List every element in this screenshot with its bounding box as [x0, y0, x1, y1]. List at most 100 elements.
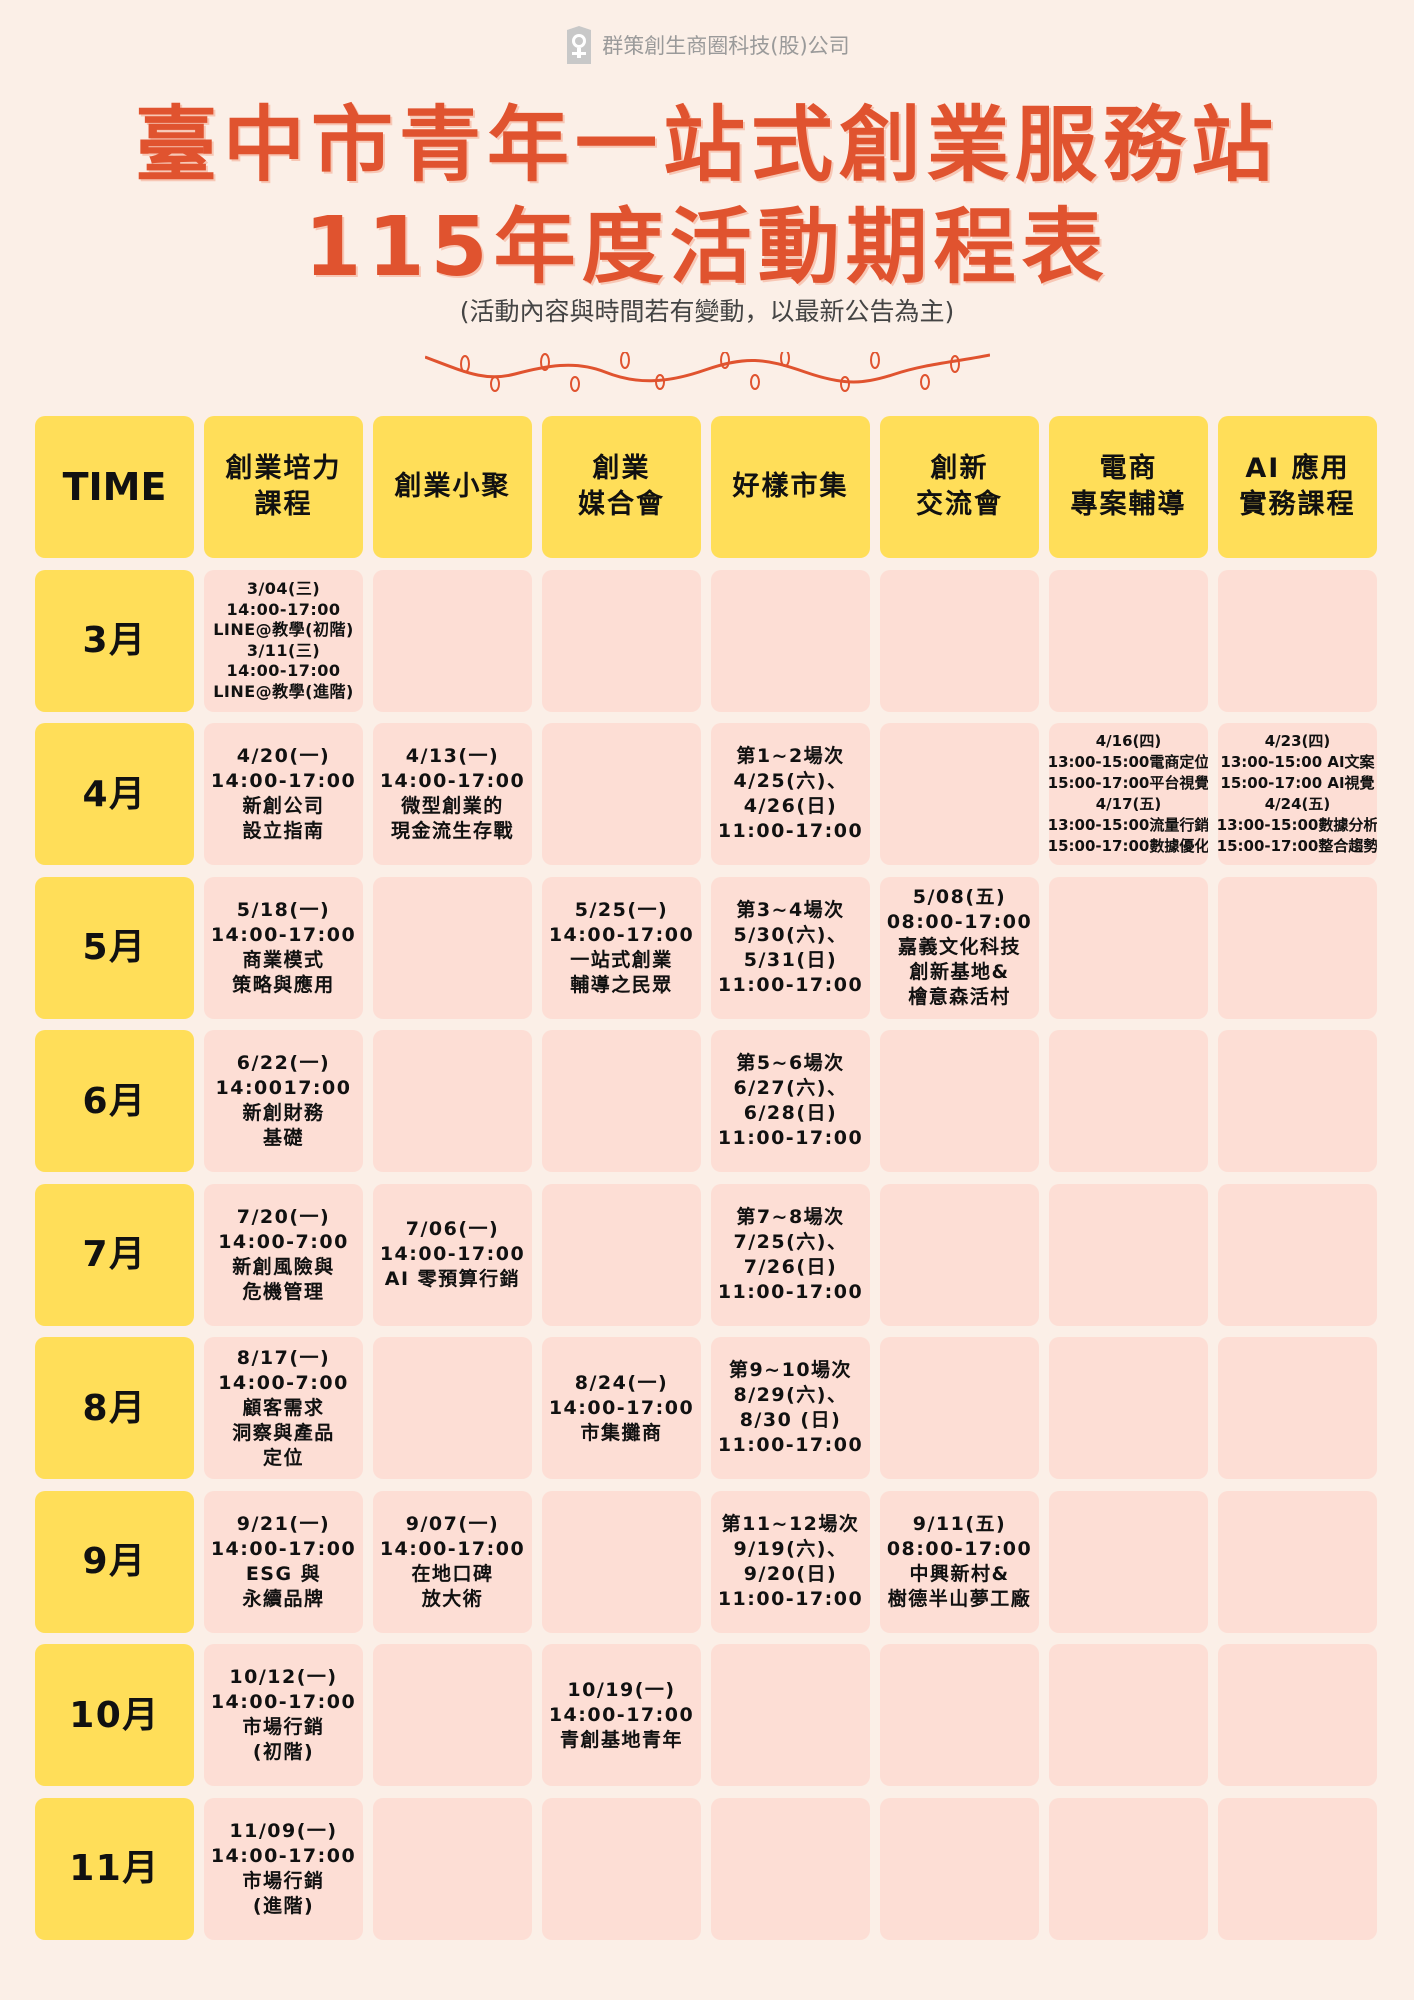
cell-line: 14:00-17:00	[548, 923, 695, 946]
cell-line: 微型創業的	[401, 795, 504, 817]
cell-line: 13:00-15:00數據分析	[1218, 816, 1377, 834]
cell-line: 14:00-17:00	[226, 661, 341, 680]
cell-line: TIME	[62, 465, 167, 509]
cell-line: 媒合會	[578, 489, 665, 520]
cell-line: 第3~4場次	[736, 898, 845, 921]
person-badge-icon	[567, 26, 592, 64]
cell-line: 14:00-17:00	[379, 1243, 526, 1265]
cell-line: 嘉義文化科技	[897, 936, 1021, 958]
cell-line: 8/24(一)	[574, 1371, 669, 1394]
schedule-cell: 5/18(一) 14:00-17:00 商業模式 策略與應用	[204, 876, 363, 1019]
cell-line: ESG 與	[245, 1562, 322, 1585]
cell-line: 在地口碑	[411, 1562, 494, 1585]
schedule-cell: 9/21(一) 14:00-17:00 ESG 與永續品牌	[204, 1490, 363, 1633]
cell-line: 洞察與產品	[232, 1421, 335, 1444]
month-label: 7月	[35, 1183, 194, 1326]
empty-cell	[542, 1797, 701, 1940]
month-label: 5月	[35, 876, 194, 1019]
schedule-cell: 第11~12場次 9/19(六)、 9/20(日) 11:00-17:00	[711, 1490, 870, 1633]
empty-cell	[373, 1030, 532, 1172]
empty-cell	[1218, 1797, 1377, 1940]
empty-cell	[542, 723, 701, 865]
schedule-cell: 4/13(一) 14:00-17:00 微型創業的 現金流生存戰	[373, 723, 532, 865]
cell-line: 6/27(六)、	[733, 1077, 848, 1099]
column-header: 創業 媒合會	[542, 416, 701, 558]
schedule-cell: 11/09(一) 14:00-17:00 市場行銷 (進階)	[204, 1797, 363, 1940]
cell-line: 4/16(四)	[1095, 732, 1162, 750]
cell-line: 放大術	[421, 1587, 484, 1610]
cell-line: 9/21(一)	[236, 1512, 331, 1535]
empty-cell	[880, 1183, 1039, 1326]
cell-line: 11/09(一)	[229, 1819, 338, 1842]
cell-line: 青創基地青年	[559, 1728, 683, 1751]
cell-line: 4/26(日)	[743, 795, 838, 817]
schedule-cell: 7/06(一) 14:00-17:00 AI 零預算行銷	[373, 1183, 532, 1326]
empty-cell	[1049, 569, 1208, 712]
cell-line: 創新基地&	[909, 961, 1010, 983]
month-label: 9月	[35, 1490, 194, 1633]
empty-cell	[1049, 1030, 1208, 1172]
empty-cell	[1218, 1337, 1377, 1479]
page-subtitle: 115年度活動期程表	[304, 200, 1110, 295]
schedule-cell: 5/25(一) 14:00-17:00 一站式創業 輔導之民眾	[542, 876, 701, 1019]
cell-line: 市場行銷	[242, 1716, 325, 1738]
cell-line: 創業小聚	[394, 471, 511, 502]
cell-line: 定位	[262, 1446, 304, 1469]
empty-cell	[880, 569, 1039, 712]
cell-line: 13:00-15:00電商定位	[1049, 753, 1208, 771]
cell-line: 7/26(日)	[743, 1255, 838, 1278]
cell-line: 第9~10場次	[728, 1359, 853, 1381]
cell-line: 實務課程	[1239, 489, 1356, 520]
empty-cell	[373, 1797, 532, 1940]
empty-cell	[373, 1337, 532, 1479]
cell-line: 14:00-17:00	[210, 923, 357, 946]
cell-line: 第1~2場次	[736, 745, 845, 767]
empty-cell	[880, 1797, 1039, 1940]
cell-line: 8/17(一)	[236, 1346, 331, 1369]
empty-cell	[1049, 1183, 1208, 1326]
empty-cell	[542, 569, 701, 712]
empty-cell	[1049, 1644, 1208, 1786]
empty-cell	[1049, 1797, 1208, 1940]
schedule-cell: 8/17(一) 14:00-7:00 顧客需求 洞察與產品 定位	[204, 1337, 363, 1479]
cell-line: 14:00-17:00	[210, 770, 357, 792]
column-header: 電商 專案輔導	[1049, 416, 1208, 558]
empty-cell	[1218, 1490, 1377, 1633]
schedule-cell: 6/22(一) 14:0017:00 新創財務 基礎	[204, 1030, 363, 1172]
cell-line: 14:00-17:00	[548, 1703, 695, 1726]
month-label: 3月	[35, 569, 194, 712]
column-header: 創業培力 課程	[204, 416, 363, 558]
cell-line: 好樣市集	[732, 471, 849, 502]
schedule-cell: 10/12(一) 14:00-17:00 市場行銷 (初階)	[204, 1644, 363, 1786]
schedule-cell: 第1~2場次 4/25(六)、 4/26(日) 11:00-17:00	[711, 723, 870, 865]
empty-cell	[373, 1644, 532, 1786]
cell-line: 14:00-17:00	[210, 1691, 357, 1713]
month-label: 4月	[35, 723, 194, 865]
cell-line: 新創風險與	[232, 1255, 335, 1278]
cell-line: 9/19(六)、	[733, 1537, 848, 1560]
schedule-table: TIME 創業培力 課程 創業小聚 創業 媒合會 好樣市集 創新 交流會 電商 專案輔導 AI 應用實…	[35, 416, 1381, 1940]
cell-line: 危機管理	[242, 1280, 325, 1303]
schedule-cell: 第9~10場次 8/29(六)、 8/30 (日) 11:00-17:00	[711, 1337, 870, 1479]
brand: 群策創生商圈科技(股)公司	[0, 26, 1414, 64]
cell-line: 08:00-17:00	[886, 911, 1033, 933]
cell-line: 11:00-17:00	[717, 1280, 864, 1303]
cell-line: 5/18(一)	[236, 898, 331, 921]
schedule-cell: 5/08(五) 08:00-17:00 嘉義文化科技 創新基地& 檜意森活村	[880, 876, 1039, 1019]
empty-cell	[1049, 1337, 1208, 1479]
schedule-cell: 第5~6場次 6/27(六)、 6/28(日) 11:00-17:00	[711, 1030, 870, 1172]
cell-line: 策略與應用	[232, 973, 335, 996]
schedule-cell: 9/07(一) 14:00-17:00 在地口碑 放大術	[373, 1490, 532, 1633]
cell-line: 9/11(五)	[912, 1512, 1007, 1535]
cell-line: 課程	[254, 489, 313, 520]
empty-cell	[711, 1644, 870, 1786]
cell-line: 永續品牌	[242, 1587, 325, 1610]
cell-line: 14:00-17:00	[379, 770, 526, 792]
empty-cell	[880, 723, 1039, 865]
cell-line: 7/25(六)、	[733, 1230, 848, 1253]
cell-line: AI 零預算行銷	[384, 1268, 521, 1290]
empty-cell	[1218, 1644, 1377, 1786]
schedule-cell: 第7~8場次 7/25(六)、 7/26(日) 11:00-17:00	[711, 1183, 870, 1326]
cell-line: 9/07(一)	[405, 1512, 500, 1535]
cell-line: 基礎	[262, 1127, 304, 1149]
